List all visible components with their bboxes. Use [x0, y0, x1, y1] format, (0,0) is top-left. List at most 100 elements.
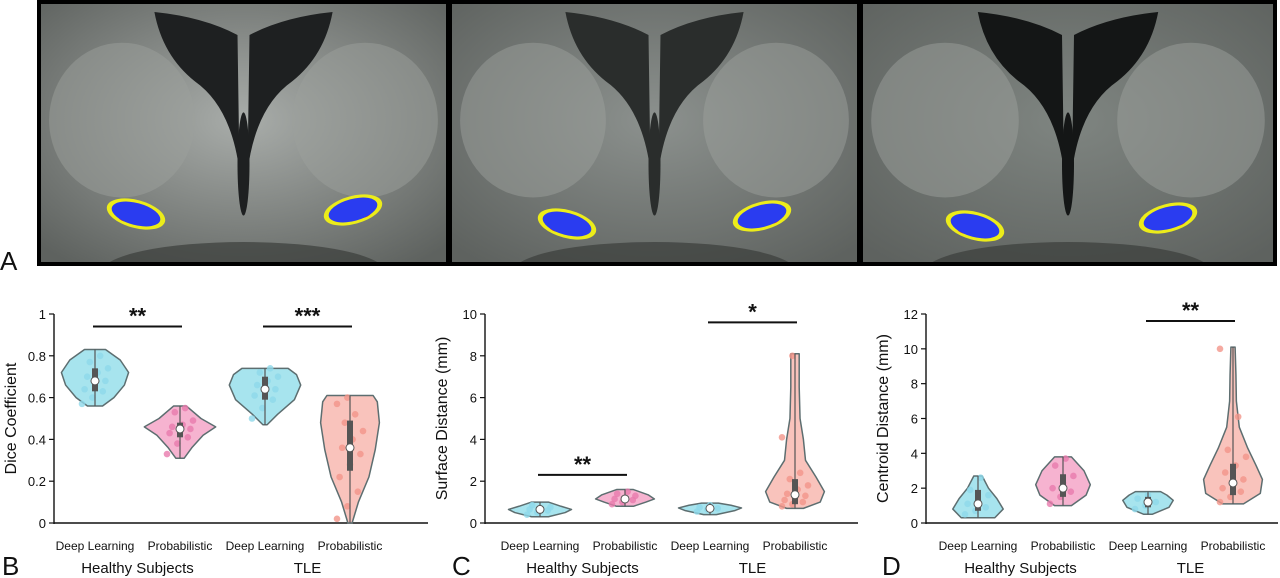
data-point: [977, 474, 984, 482]
x-category-label: Deep Learning: [1109, 539, 1188, 553]
data-point: [1067, 488, 1075, 495]
data-point: [786, 475, 794, 483]
data-point: [354, 488, 362, 495]
significance-stars: **: [574, 452, 592, 477]
chart-c-surface-distance: 0 2 4 6 8 10 Surface Distance (mm) Deep Learnin…: [434, 299, 858, 578]
median-point: [345, 443, 355, 453]
group-label-healthy: Healthy Subjects: [526, 560, 639, 577]
panel-letter-b: B: [2, 551, 19, 578]
x-category-label: Deep Learning: [939, 539, 1018, 553]
data-point: [338, 444, 346, 452]
data-point: [168, 423, 176, 431]
y-tick-label: 10: [904, 342, 918, 357]
data-point: [632, 492, 639, 500]
mri-slice-2: [452, 4, 857, 262]
significance-stars: *: [748, 299, 757, 324]
data-point: [796, 469, 804, 477]
data-point: [1046, 500, 1054, 508]
data-point: [163, 450, 171, 458]
x-category-label: Probabilistic: [593, 539, 658, 553]
data-point: [269, 396, 277, 403]
data-point: [789, 352, 796, 360]
data-point: [1216, 498, 1224, 506]
significance-stars: **: [129, 304, 147, 329]
data-point: [528, 501, 536, 509]
mri-slice-1: [41, 4, 446, 262]
right-ventricle-shape: [247, 12, 333, 172]
data-point: [985, 491, 992, 499]
y-tick-label: 2: [911, 481, 918, 496]
median-point: [973, 499, 983, 509]
data-point: [714, 505, 722, 512]
data-point: [778, 502, 786, 510]
data-point: [781, 496, 788, 504]
data-point: [102, 377, 109, 385]
significance-stars: **: [1182, 298, 1200, 323]
x-category-label: Probabilistic: [318, 539, 383, 553]
violin-3: [677, 501, 743, 516]
data-point: [1049, 484, 1056, 492]
violin-4: [319, 394, 381, 524]
segmentation-overlay: [945, 210, 1005, 242]
data-point: [189, 417, 197, 424]
x-category-label: Probabilistic: [1031, 539, 1096, 553]
segmentation-overlay: [1138, 202, 1198, 234]
data-point: [344, 502, 351, 510]
data-point: [1219, 484, 1226, 492]
data-point: [184, 434, 192, 441]
data-point: [253, 381, 261, 389]
data-point: [1221, 469, 1229, 476]
data-point: [359, 427, 367, 435]
median-point: [260, 384, 270, 394]
data-point: [351, 411, 359, 418]
violin-1: [952, 474, 1004, 519]
data-point: [1152, 498, 1160, 506]
segmentation-overlay: [537, 208, 597, 240]
y-tick-label: 6: [470, 391, 477, 406]
data-point: [961, 510, 969, 518]
median-point: [790, 490, 800, 500]
x-category-label: Probabilistic: [763, 539, 828, 553]
median-point: [535, 504, 545, 514]
y-tick-label: 4: [470, 432, 477, 447]
data-point: [86, 358, 94, 366]
data-point: [81, 385, 88, 393]
data-point: [613, 490, 621, 498]
data-point: [1216, 345, 1224, 353]
group-label-healthy: Healthy Subjects: [81, 560, 194, 577]
segmentation-overlay: [323, 194, 383, 226]
left-ventricle-shape: [154, 12, 240, 172]
median-point: [175, 424, 185, 434]
y-tick-label: 8: [470, 349, 477, 364]
group-label-tle: TLE: [739, 560, 767, 577]
data-point: [266, 365, 274, 372]
data-point: [1062, 455, 1069, 462]
y-tick-label: 0.2: [28, 474, 46, 489]
left-ventricle-shape: [565, 12, 651, 172]
data-point: [99, 388, 107, 395]
segmentation-overlay: [106, 198, 166, 230]
panel-letter-d: D: [882, 551, 901, 578]
data-point: [804, 482, 812, 489]
data-point: [1242, 453, 1250, 461]
data-point: [966, 486, 974, 494]
data-point: [171, 408, 179, 416]
data-point: [1051, 462, 1059, 469]
data-point: [1240, 476, 1247, 483]
violin-3: [1122, 490, 1174, 516]
median-point: [620, 494, 630, 504]
left-ventricle-shape: [977, 12, 1064, 172]
mri-slice-3: [863, 4, 1273, 262]
x-category-label: Probabilistic: [1201, 539, 1266, 553]
panel-a-mri-slices: [37, 0, 1277, 266]
y-tick-label: 0.8: [28, 349, 46, 364]
group-label-tle: TLE: [294, 560, 322, 577]
data-point: [547, 504, 554, 511]
significance-stars: ***: [295, 304, 321, 329]
x-category-label: Probabilistic: [148, 539, 213, 553]
violin-4: [1202, 345, 1264, 506]
data-point: [333, 515, 341, 523]
median-point: [1143, 497, 1153, 507]
y-tick-label: 1: [39, 307, 46, 322]
panel-letter-a: A: [0, 246, 18, 276]
